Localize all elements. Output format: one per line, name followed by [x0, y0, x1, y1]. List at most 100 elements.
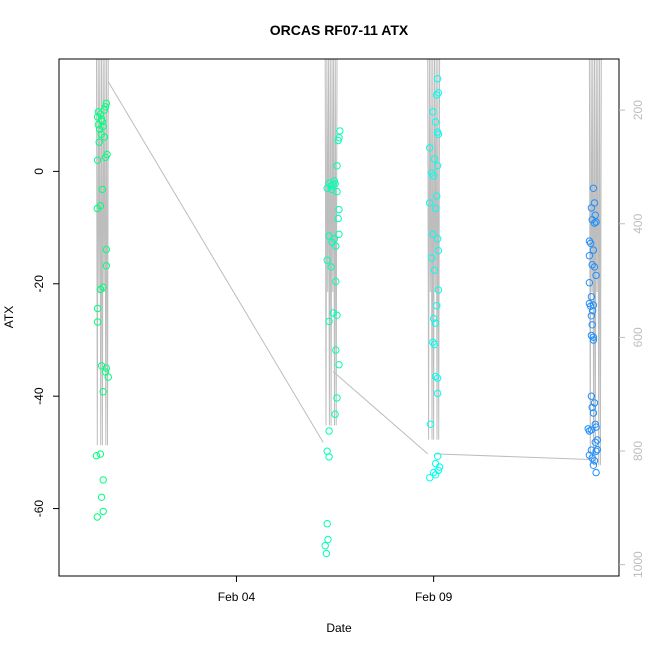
data-point — [590, 399, 599, 407]
data-point — [322, 549, 331, 558]
data-point — [430, 340, 439, 349]
data-point — [433, 162, 442, 170]
data-point — [93, 204, 102, 213]
data-point — [429, 108, 437, 116]
data-point — [325, 453, 333, 461]
data-point — [93, 113, 102, 121]
data-point — [588, 321, 596, 329]
data-point — [431, 118, 440, 126]
data-point — [435, 463, 444, 471]
data-point — [325, 427, 333, 435]
x-tick-label: Feb 09 — [415, 590, 453, 604]
altitude-flight-4 — [588, 58, 602, 466]
data-point — [99, 476, 107, 484]
y2-tick-label: 200 — [631, 100, 645, 120]
altitude-flight-3 — [427, 58, 441, 440]
data-point — [101, 153, 110, 162]
data-point — [325, 317, 333, 326]
data-point — [590, 457, 599, 465]
data-point — [587, 204, 596, 212]
data-point — [590, 263, 599, 271]
data-point — [433, 302, 441, 310]
altitude-connector-2 — [332, 371, 429, 455]
data-point — [324, 535, 332, 544]
x-axis-label: Date — [326, 621, 352, 635]
data-point — [592, 218, 600, 226]
data-point — [590, 219, 599, 227]
data-point — [431, 204, 440, 213]
data-point — [433, 452, 442, 460]
y2-tick-label: 400 — [631, 213, 645, 233]
data-point — [433, 91, 441, 99]
plot-frame — [58, 58, 620, 577]
data-point — [434, 130, 443, 139]
altitude-flight-2 — [324, 58, 338, 426]
altitude-trace — [96, 58, 602, 466]
data-point — [433, 75, 442, 83]
data-point — [95, 138, 103, 146]
y-tick-label: -40 — [32, 387, 46, 405]
data-point — [431, 319, 440, 327]
data-point — [93, 513, 102, 521]
data-point — [335, 230, 343, 239]
data-point — [426, 144, 434, 152]
y-tick-label: 0 — [32, 168, 46, 175]
data-point — [431, 459, 440, 468]
data-point — [587, 446, 596, 454]
data-point — [588, 307, 597, 315]
data-point — [585, 279, 594, 287]
data-point — [333, 311, 341, 319]
axes: Feb 04 Feb 09 0 -20 -40 -60 200 400 600 800 1000 — [32, 100, 645, 604]
data-point — [96, 285, 105, 294]
data-point — [330, 235, 338, 243]
data-point — [585, 252, 594, 260]
data-point — [327, 263, 335, 271]
data-point — [93, 156, 102, 164]
data-point — [334, 136, 342, 145]
data-point — [587, 312, 596, 320]
data-point — [430, 266, 439, 274]
data-point — [587, 331, 596, 340]
data-point — [323, 184, 331, 193]
data-point — [431, 471, 440, 479]
data-point — [429, 230, 437, 239]
data-point — [433, 389, 442, 398]
data-point — [98, 185, 107, 194]
data-point — [96, 450, 105, 458]
data-point — [428, 254, 436, 262]
data-point — [330, 177, 338, 185]
data-point — [97, 362, 106, 370]
data-point — [593, 436, 601, 444]
data-point — [95, 125, 104, 133]
data-point — [92, 452, 101, 460]
data-point — [329, 309, 337, 317]
altitude-connector-1 — [107, 81, 324, 443]
data-point — [434, 286, 443, 294]
data-point — [102, 262, 111, 270]
data-point — [331, 410, 339, 418]
data-point — [332, 346, 340, 354]
chart-title: ORCAS RF07-11 ATX — [270, 22, 409, 38]
data-point — [101, 103, 110, 111]
data-point — [430, 155, 439, 163]
data-point — [323, 520, 331, 528]
data-point — [592, 468, 600, 477]
data-point — [589, 461, 598, 469]
y-tick-label: -20 — [32, 275, 46, 293]
data-point — [333, 394, 341, 402]
data-point — [426, 474, 434, 482]
data-point — [102, 245, 111, 254]
data-point — [587, 293, 596, 301]
data-point — [588, 261, 596, 269]
data-point — [589, 409, 598, 417]
data-point — [332, 277, 340, 286]
data-point — [588, 403, 596, 412]
data-point — [589, 333, 598, 341]
data-point — [426, 420, 435, 428]
data-point — [592, 447, 600, 455]
data-point — [434, 246, 443, 255]
data-point — [589, 246, 598, 254]
data-point — [585, 299, 594, 308]
data-point — [94, 121, 103, 129]
data-point — [429, 314, 438, 323]
